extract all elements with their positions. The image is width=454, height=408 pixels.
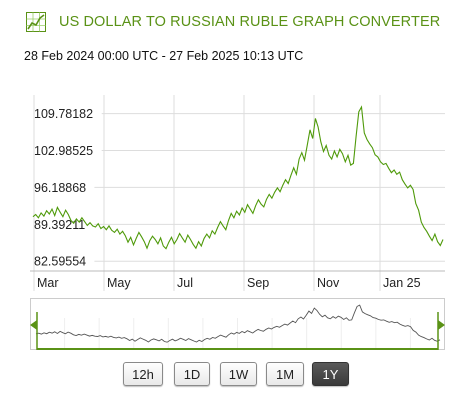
range-button-12h[interactable]: 12h [123, 362, 163, 386]
header: US DOLLAR TO RUSSIAN RUBLE GRAPH CONVERT… [0, 0, 454, 44]
range-button-1m[interactable]: 1M [266, 362, 304, 386]
plot-area [30, 95, 445, 271]
x-tick-label: Jan 25 [383, 276, 421, 290]
x-tick-label: Sep [247, 276, 269, 290]
y-tick-label: 109.78182 [34, 107, 93, 121]
x-tick-label: Mar [37, 276, 59, 290]
navigator-right-handle[interactable] [438, 320, 445, 330]
y-tick-label-bg [30, 179, 95, 195]
page-title: US DOLLAR TO RUSSIAN RUBLE GRAPH CONVERT… [59, 14, 441, 30]
y-tick-label-bg [30, 253, 95, 269]
x-tick-label: May [107, 276, 131, 290]
y-tick-label-bg [30, 216, 95, 232]
navigator-svg[interactable] [30, 298, 445, 356]
navigator[interactable] [30, 298, 445, 356]
y-tick-label: 96.18868 [34, 181, 86, 195]
x-tick-label: Jul [177, 276, 193, 290]
range-button-1w[interactable]: 1W [220, 362, 257, 386]
x-tick-label: Nov [317, 276, 340, 290]
y-tick-label-bg [30, 142, 102, 158]
date-range: 28 Feb 2024 00:00 UTC - 27 Feb 2025 10:1… [24, 49, 304, 63]
main-chart: 109.78182 102.98525 96.18868 89.39211 82.595… [30, 95, 445, 295]
chart-icon [26, 12, 46, 32]
range-selector: 12h 1D 1W 1M 1Y [0, 362, 454, 390]
range-button-1y[interactable]: 1Y [312, 362, 349, 386]
y-tick-label: 82.59554 [34, 255, 86, 269]
main-chart-svg: 109.78182102.9852596.1886889.3921182.595… [30, 95, 445, 291]
series-line [32, 105, 444, 250]
range-button-1d[interactable]: 1D [174, 362, 210, 386]
navigator-left-handle[interactable] [30, 320, 37, 330]
y-tick-label: 102.98525 [34, 144, 93, 158]
navigator-line [35, 304, 441, 343]
y-tick-label-bg [30, 105, 102, 121]
